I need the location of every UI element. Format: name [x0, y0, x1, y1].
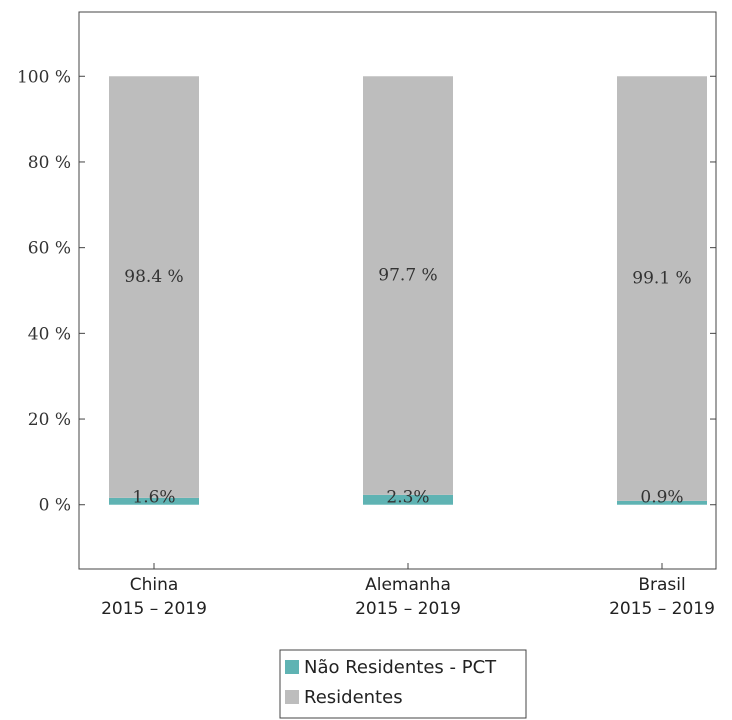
y-tick-label: 0 % [39, 496, 71, 516]
bar-nao-residentes [617, 500, 707, 505]
y-tick-label: 40 % [28, 324, 71, 344]
bar-nao-residentes [109, 497, 199, 505]
legend: Não Residentes - PCT Residentes [279, 649, 527, 719]
y-tick-label: 100 % [17, 67, 71, 87]
bar-residentes [363, 76, 453, 495]
data-label: 0.9% [640, 488, 683, 508]
x-tick-label: Alemanha [365, 575, 451, 595]
data-label: 99.1 % [632, 269, 691, 289]
x-tick-label: 2015 – 2019 [609, 599, 715, 619]
x-tick-label: China [130, 575, 179, 595]
y-tick-label: 60 % [28, 239, 71, 259]
x-tick-label: Brasil [638, 575, 685, 595]
y-axis: 0 % 20 % 40 % 60 % 80 % 100 % [17, 67, 716, 516]
y-tick-label: 80 % [28, 153, 71, 173]
legend-swatch [285, 660, 299, 674]
data-label: 1.6% [132, 488, 175, 508]
bar-residentes [617, 76, 707, 501]
x-tick-label: 2015 – 2019 [355, 599, 461, 619]
legend-swatch [285, 690, 299, 704]
bars: 1.6% 98.4 % 2.3% 97.7 % 0.9% 99.1 % [109, 76, 707, 508]
x-tick-label: 2015 – 2019 [101, 599, 207, 619]
legend-box [279, 649, 527, 719]
data-label: 98.4 % [124, 267, 183, 287]
legend-label: Não Residentes - PCT [304, 657, 497, 678]
bar-nao-residentes [363, 494, 453, 505]
data-label: 97.7 % [378, 266, 437, 286]
y-tick-label: 20 % [28, 410, 71, 430]
data-label: 2.3% [386, 488, 429, 508]
legend-label: Residentes [304, 687, 403, 708]
plot-frame [78, 11, 717, 570]
x-axis: China 2015 – 2019 Alemanha 2015 – 2019 Brasi… [101, 563, 715, 619]
bar-residentes [109, 76, 199, 498]
